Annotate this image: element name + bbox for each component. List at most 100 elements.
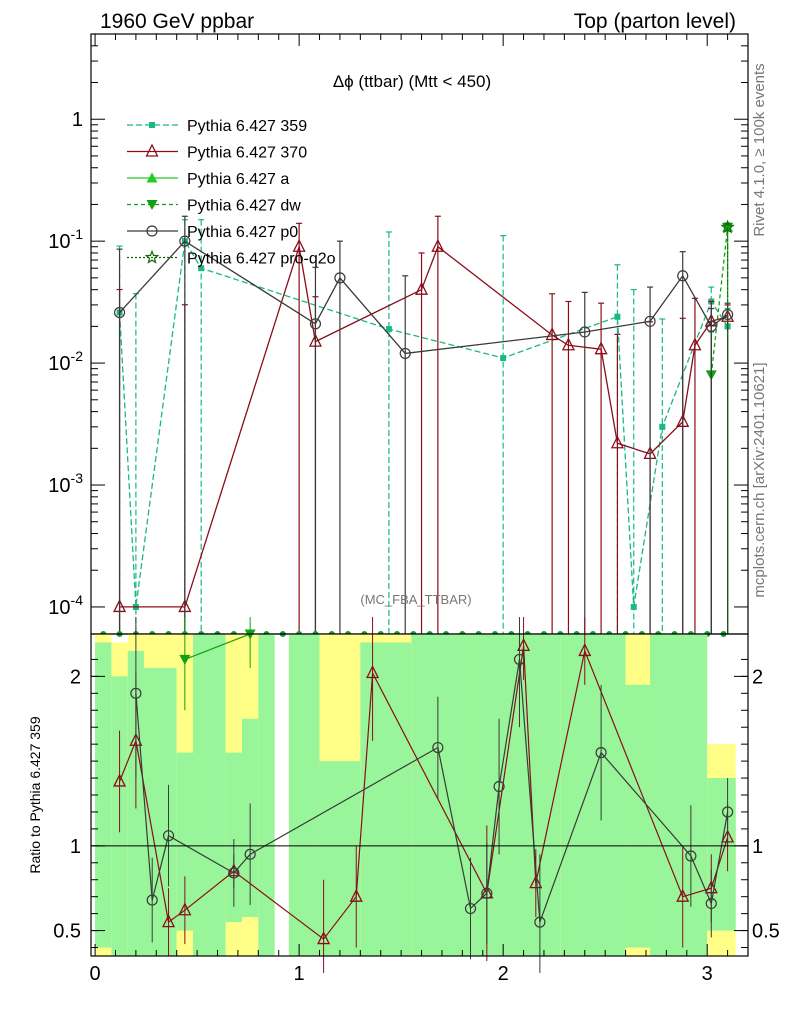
ratio-point <box>676 888 690 902</box>
legend-marker <box>145 143 159 157</box>
ratio-point <box>481 887 493 899</box>
header-left: 1960 GeV ppbar <box>100 10 254 33</box>
ratio-point <box>162 830 175 842</box>
x-tick-label: 3 <box>702 963 713 985</box>
band-green <box>193 634 226 956</box>
ratio-point <box>432 741 444 754</box>
ratio-point <box>721 806 734 818</box>
x-tick-label: 0 <box>90 963 101 985</box>
ratio-y-tick-label: 0.5 <box>53 921 81 943</box>
legend-marker <box>149 122 155 128</box>
ratio-panel: 0.5 0.5 1 1 2 2 0 1 2 3 Ratio to Pythia 6.427 35… <box>27 617 780 985</box>
main-title: Δϕ (ttbar) (Mtt < 450) <box>333 72 491 91</box>
legend-marker <box>146 225 158 237</box>
band-green <box>225 752 242 923</box>
ratio-series-1 <box>130 617 734 973</box>
data-point <box>610 435 624 449</box>
ratio-y-tick-label: 1 <box>70 836 81 858</box>
rivet-label: Rivet 4.1.0, ≥ 100k events <box>751 63 768 236</box>
data-point <box>385 326 392 333</box>
ratio-line <box>184 633 251 660</box>
legend-label: Pythia 6.427 p0 <box>187 224 298 241</box>
data-point <box>545 327 559 341</box>
ratio-point <box>179 654 191 665</box>
x-tick-label: 2 <box>498 963 509 985</box>
watermark: (MC_FBA_TTBAR) <box>360 592 471 607</box>
band-green <box>650 634 708 956</box>
y-tick-label: 1 <box>72 109 83 131</box>
ratio-point <box>178 902 192 916</box>
data-point <box>579 326 591 338</box>
data-point <box>644 315 656 327</box>
ratio-point <box>366 665 380 679</box>
band-green <box>360 642 412 956</box>
data-point <box>659 423 666 430</box>
band-green <box>707 778 736 931</box>
band-green <box>258 634 275 956</box>
ratio-y-tick-label-right: 1 <box>752 836 763 858</box>
ratio-point <box>685 850 697 862</box>
data-point <box>630 603 637 610</box>
series-5 <box>720 219 735 634</box>
ratio-point <box>113 773 127 787</box>
data-point <box>179 235 191 247</box>
y-tick-label: 10-2 <box>48 348 83 375</box>
data-point <box>198 265 205 272</box>
legend-label: Pythia 6.427 359 <box>187 118 307 135</box>
ratio-point <box>517 637 531 652</box>
ratio-point <box>161 914 176 928</box>
ratio-point <box>244 848 256 860</box>
ratio-point <box>513 653 526 666</box>
legend-marker <box>146 200 158 210</box>
ratio-y-axis: 0.5 0.5 1 1 2 2 <box>53 658 780 949</box>
ratio-point <box>529 875 543 889</box>
data-point <box>113 306 126 319</box>
ratio-series-layer <box>113 617 735 973</box>
data-point <box>292 238 306 252</box>
legend-marker <box>146 172 158 183</box>
data-point <box>500 355 507 362</box>
ratio-point <box>578 642 592 657</box>
x-tick-label: 1 <box>294 963 305 985</box>
ratio-point <box>349 888 363 902</box>
ratio-point <box>595 747 607 759</box>
series-4 <box>113 215 734 634</box>
legend-label: Pythia 6.427 dw <box>187 198 301 215</box>
legend-marker <box>144 249 160 264</box>
series-line <box>710 227 729 375</box>
ratio-point <box>464 902 477 915</box>
series-line <box>119 240 728 355</box>
data-point <box>334 272 346 284</box>
ratio-point <box>705 897 717 910</box>
legend-label: Pythia 6.427 a <box>187 171 289 188</box>
ratio-point <box>228 867 240 879</box>
ratio-point <box>493 780 505 793</box>
data-point <box>431 238 445 252</box>
band-green <box>560 634 626 956</box>
band-green <box>288 634 320 956</box>
header-right: Top (parton level) <box>574 10 736 33</box>
band-green <box>625 684 651 948</box>
data-point <box>399 347 411 360</box>
ratio-point <box>317 931 331 945</box>
data-point <box>614 313 621 320</box>
ratio-y-tick-label: 2 <box>70 666 81 688</box>
ratio-point <box>146 894 158 906</box>
data-point <box>705 320 717 332</box>
data-point <box>677 270 689 282</box>
data-point <box>688 337 702 351</box>
band-green <box>144 667 177 956</box>
ratio-y-tick-label-right: 0.5 <box>752 921 780 943</box>
band-green <box>95 642 112 948</box>
band-green <box>319 761 361 956</box>
data-point <box>561 337 575 351</box>
data-point <box>309 318 322 330</box>
ratio-series-2 <box>179 617 256 711</box>
data-point <box>720 219 735 234</box>
data-point <box>594 341 608 355</box>
legend-label: Pythia 6.427 370 <box>187 145 307 162</box>
data-point <box>414 281 429 295</box>
legend: Pythia 6.427 359 Pythia 6.427 370 Pythia 6… <box>127 118 336 268</box>
ratio-point <box>534 916 546 928</box>
